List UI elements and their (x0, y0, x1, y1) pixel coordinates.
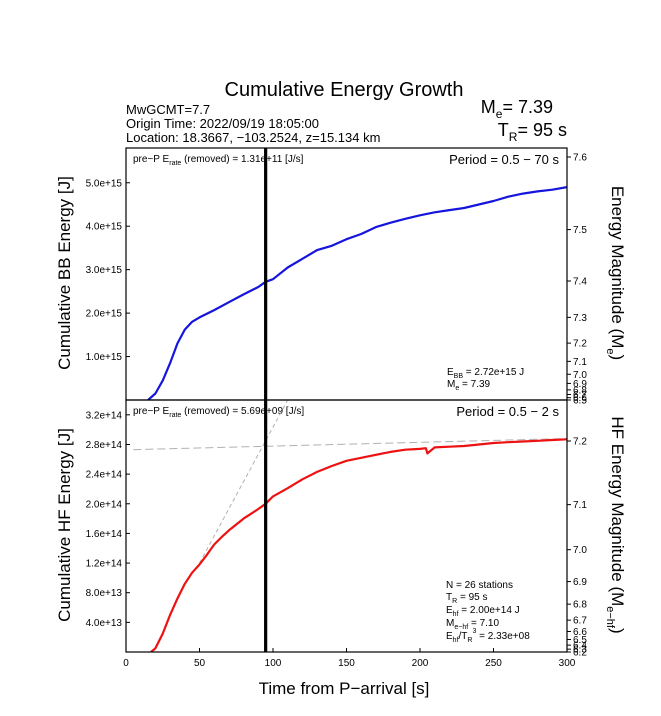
bb-energy-series-line (147, 186, 567, 400)
hf-y-tick-label: 2.4e+14 (86, 470, 123, 481)
hf-y-tick-label: 2.0e+14 (86, 499, 123, 510)
hf-right-tick-label: 7.0 (573, 545, 587, 556)
hf-y-tick-label: 4.0e+13 (86, 618, 123, 629)
header-tr: TR= 95 s (498, 120, 567, 144)
hf-y-tick-label: 8.0e+13 (86, 588, 123, 599)
figure-title: Cumulative Energy Growth (225, 79, 464, 101)
bb-panel: pre−P Erate (removed) = 1.31e+11 [J/s] P… (55, 147, 627, 407)
hf-annot-energy: Ehf = 2.00e+14 J (446, 605, 520, 618)
hf-y-tick-label: 3.2e+14 (86, 410, 123, 421)
hf-annot-magnitude: Me−hf = 7.10 (446, 618, 499, 631)
bb-right-label: Energy Magnitude (Me) (604, 186, 627, 360)
bb-annot-magnitude: Me = 7.39 (447, 379, 491, 392)
bb-y-tick-label: 1.0e+15 (86, 352, 123, 363)
bb-right-tick-label: 7.6 (573, 153, 587, 164)
bb-y-tick-label: 4.0e+15 (86, 222, 123, 233)
bb-annot-energy: EBB = 2.72e+15 J (447, 367, 524, 380)
hf-guide-steep-line (199, 400, 289, 564)
bb-y-label: Cumulative BB Energy [J] (55, 176, 74, 370)
bb-right-tick-label: 7.2 (573, 339, 587, 350)
x-tick-label: 300 (559, 658, 576, 669)
hf-right-label: HF Energy Magnitude (Me−hf) (604, 416, 627, 633)
hf-y-label: Cumulative HF Energy [J] (55, 428, 74, 622)
header-me: Me= 7.39 (481, 97, 553, 121)
origin-time: Origin Time: 2022/09/19 18:05:00 (126, 116, 319, 131)
hf-right-tick-label: 7.1 (573, 500, 587, 511)
hf-right-tick-label: 6.4 (573, 641, 587, 652)
x-tick-label: 50 (194, 658, 206, 669)
hf-annot-tr: TR = 95 s (446, 592, 487, 605)
x-axis: 0 50 100 150 200 250 300 (123, 648, 576, 669)
x-tick-label: 0 (123, 658, 129, 669)
event-location: Location: 18.3667, −103.2524, z=15.134 k… (126, 130, 380, 145)
hf-energy-series-line (150, 438, 567, 652)
bb-period-label: Period = 0.5 − 70 s (449, 152, 559, 167)
hf-right-tick-label: 6.7 (573, 616, 587, 627)
hf-right-tick-label: 6.2 (573, 648, 587, 659)
event-name: MwGCMT=7.7 (126, 102, 210, 117)
bb-right-tick-label: 6.5 (573, 396, 587, 407)
hf-right-tick-label: 6.9 (573, 577, 587, 588)
bb-right-tick-label: 6.7 (573, 390, 587, 401)
bb-pre-p-rate: pre−P Erate (removed) = 1.31e+11 [J/s] (133, 154, 304, 167)
hf-right-tick-label: 7.2 (573, 437, 587, 448)
bb-y-tick-label: 3.0e+15 (86, 265, 123, 276)
bb-right-tick-label: 7.3 (573, 313, 587, 324)
hf-pre-p-rate: pre−P Erate (removed) = 5.69e+09 [J/s] (133, 406, 304, 419)
bb-right-tick-label: 7.1 (573, 357, 587, 368)
x-tick-label: 250 (485, 658, 502, 669)
bb-right-tick-label: 7.5 (573, 225, 587, 236)
hf-y-tick-label: 1.2e+14 (86, 559, 123, 570)
hf-period-label: Period = 0.5 − 2 s (456, 404, 559, 419)
bb-right-tick-label: 6.6 (573, 393, 587, 404)
hf-right-tick-label: 6.5 (573, 635, 587, 646)
hf-right-tick-label: 6.6 (573, 627, 587, 638)
bb-right-tick-label: 7.4 (573, 276, 587, 287)
bb-right-tick-label: 6.9 (573, 379, 587, 390)
x-tick-label: 200 (412, 658, 429, 669)
hf-right-tick-label: 6.8 (573, 600, 587, 611)
bb-right-tick-label: 7.0 (573, 370, 587, 381)
hf-y-tick-label: 1.6e+14 (86, 529, 123, 540)
hf-annot-stations: N = 26 stations (446, 580, 513, 591)
hf-y-tick-label: 2.8e+14 (86, 440, 123, 451)
hf-right-tick-label: 6.3 (573, 645, 587, 656)
hf-guide-flat-line (133, 438, 567, 451)
hf-panel: pre−P Erate (removed) = 5.69e+09 [J/s] P… (55, 399, 627, 659)
bb-y-tick-label: 5.0e+15 (86, 178, 123, 189)
bb-right-tick-label: 6.8 (573, 385, 587, 396)
x-tick-label: 150 (338, 658, 355, 669)
hf-annot-ratio: Ehf/TR3 = 2.33e+08 (446, 628, 530, 644)
bb-plot-frame (125, 147, 568, 401)
bb-y-tick-label: 2.0e+15 (86, 309, 123, 320)
x-axis-label: Time from P−arrival [s] (259, 679, 430, 698)
x-tick-label: 100 (265, 658, 282, 669)
